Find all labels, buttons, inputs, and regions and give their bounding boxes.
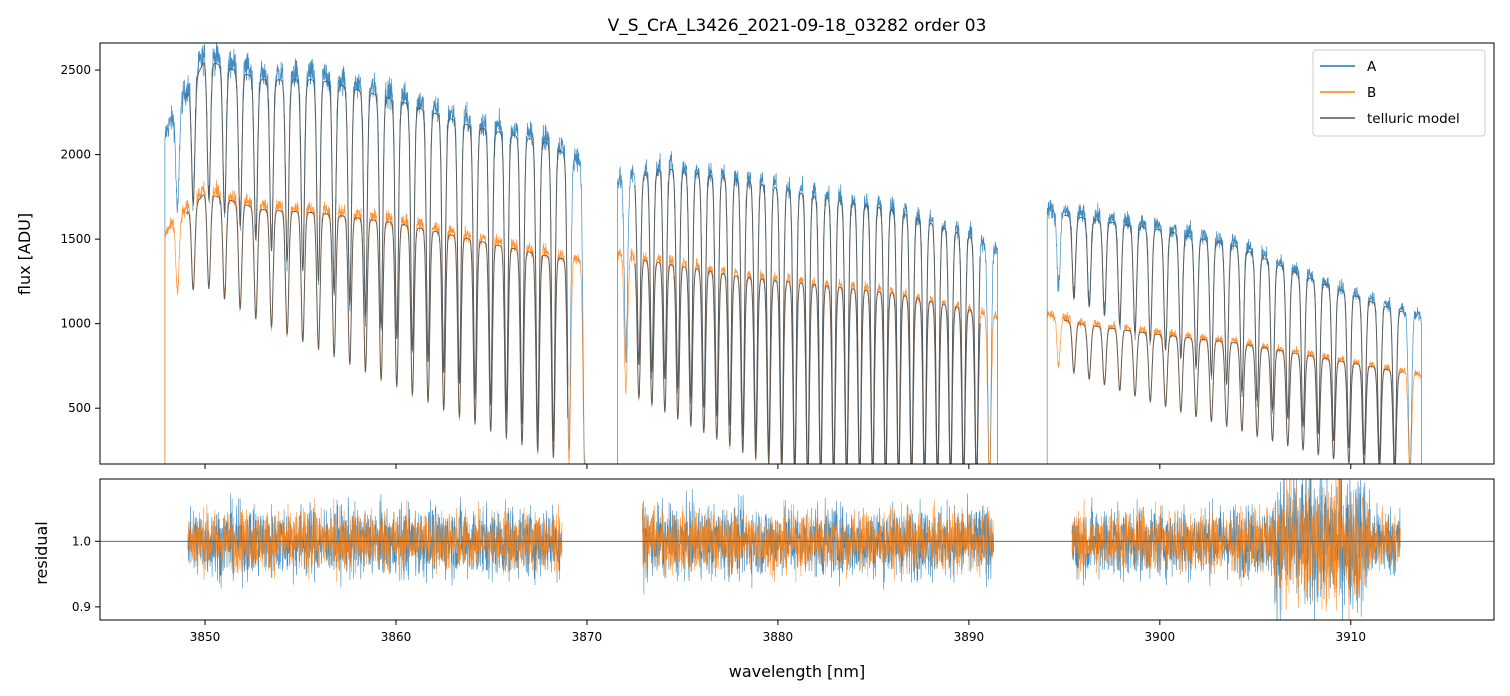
telluric-model-line-a-segment-1 (185, 62, 569, 442)
x-tick-label: 3900 (1145, 630, 1176, 644)
telluric-model-line-a-segment-3 (1064, 214, 1403, 464)
x-tick-label: 3890 (954, 630, 985, 644)
flux-panel: 500 1000 1500 2000 2500 flux [ADU] A B tellu… (15, 42, 1495, 469)
chart-title: V_S_CrA_L3426_2021-09-18_03282 order 03 (608, 16, 987, 36)
telluric-model-line-a-segment-2 (634, 168, 981, 464)
x-tick-label: 3910 (1336, 630, 1367, 644)
flux-axes-frame (99, 42, 1495, 465)
flux-y-tick-label: 500 (68, 401, 91, 415)
residual-x-ticks: 3850 3860 3870 3880 3890 3900 3910 (190, 620, 1366, 644)
flux-y-axis-label: flux [ADU] (15, 213, 34, 295)
x-tick-label: 3850 (190, 630, 221, 644)
flux-y-tick-label: 2000 (60, 148, 91, 162)
x-tick-label: 3870 (572, 630, 603, 644)
flux-y-tick-label: 2500 (60, 63, 91, 77)
residual-plot-area (100, 479, 1494, 620)
flux-y-tick-label: 1500 (60, 232, 91, 246)
legend-label-a: A (1367, 59, 1377, 75)
flux-x-ticks (204, 464, 1352, 469)
flux-y-ticks: 500 1000 1500 2000 2500 (60, 63, 100, 415)
residual-y-ticks: 0.9 1.0 (72, 534, 100, 614)
residual-b-line-segment-3 (1071, 479, 1401, 620)
residual-panel: 0.9 1.0 3850 3860 3870 3880 3890 3900 3910 resi… (32, 478, 1495, 681)
residual-y-tick-label: 0.9 (72, 600, 91, 614)
legend-label-b: B (1367, 85, 1376, 101)
residual-axes-frame (99, 478, 1495, 621)
x-axis-label: wavelength [nm] (729, 662, 866, 681)
telluric-model-line-b-segment-2 (634, 259, 981, 464)
flux-plot-area (164, 43, 1422, 464)
residual-b-line-segment-1 (187, 498, 563, 583)
legend-box (1312, 49, 1486, 137)
flux-y-tick-label: 1000 (60, 317, 91, 331)
series-a-line-segment-1 (164, 43, 586, 464)
x-tick-label: 3860 (381, 630, 412, 644)
legend: A B telluric model (1312, 49, 1486, 137)
x-tick-label: 3880 (763, 630, 794, 644)
telluric-model-line-b-segment-1 (185, 194, 569, 458)
residual-y-axis-label: residual (32, 521, 51, 584)
series-a-line-segment-3 (1046, 199, 1422, 464)
legend-label-telluric: telluric model (1367, 111, 1460, 127)
telluric-model-line-b-segment-3 (1064, 319, 1403, 464)
residual-y-tick-label: 1.0 (72, 534, 91, 548)
